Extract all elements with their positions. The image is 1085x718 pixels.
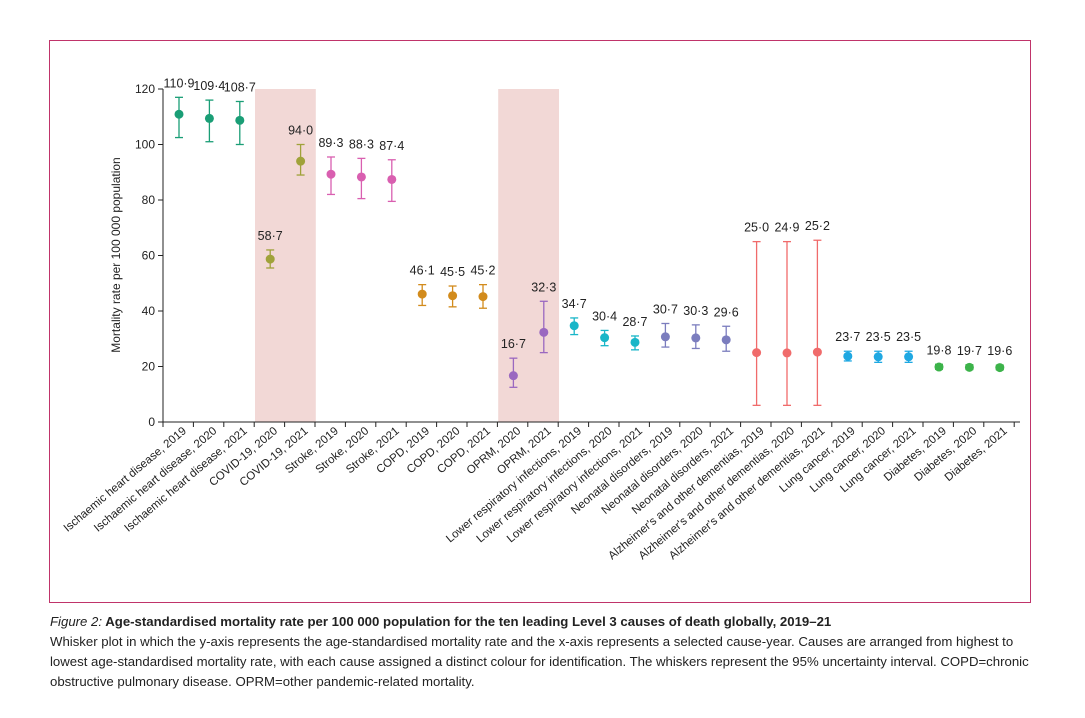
data-point <box>873 352 883 362</box>
data-point <box>356 172 366 182</box>
y-tick-label: 80 <box>142 193 156 207</box>
data-point <box>296 156 306 166</box>
data-label: 94·0 <box>288 124 313 138</box>
data-label: 30·7 <box>653 302 678 316</box>
data-label: 30·4 <box>592 309 617 323</box>
data-label: 32·3 <box>531 280 556 294</box>
data-point <box>752 348 762 358</box>
data-point <box>691 333 701 343</box>
y-tick-label: 0 <box>148 415 155 429</box>
data-label: 30·3 <box>683 304 708 318</box>
x-tick-label: Ischaemic heart disease, 2020 <box>92 425 219 534</box>
y-tick-label: 20 <box>142 360 156 374</box>
y-tick-label: 120 <box>135 82 155 96</box>
shaded-region <box>498 89 559 422</box>
data-point <box>721 335 731 345</box>
data-label: 19·6 <box>987 344 1012 358</box>
data-label: 16·7 <box>501 337 526 351</box>
figure-frame <box>49 40 1031 603</box>
data-point <box>265 254 275 264</box>
data-point <box>934 362 944 372</box>
shaded-region <box>255 89 316 422</box>
data-label: 28·7 <box>622 315 647 329</box>
data-label: 45·2 <box>470 264 495 278</box>
data-point <box>539 327 549 337</box>
data-point <box>478 292 488 302</box>
data-point <box>417 289 427 299</box>
data-label: 23·5 <box>866 330 891 344</box>
data-label: 34·7 <box>562 297 587 311</box>
data-point <box>508 371 518 381</box>
data-point <box>995 363 1005 373</box>
figure-description: Whisker plot in which the y-axis represe… <box>50 634 1029 689</box>
data-point <box>448 291 458 301</box>
data-point <box>235 115 245 125</box>
figure-title: Figure 2: Age-standardised mortality rat… <box>50 612 1050 632</box>
data-label: 23·7 <box>835 330 860 344</box>
data-label: 110·9 <box>163 76 194 90</box>
data-point <box>630 337 640 347</box>
data-label: 19·8 <box>926 343 951 357</box>
figure-label: Figure 2: <box>50 614 103 629</box>
data-label: 109·4 <box>193 79 225 93</box>
data-label: 45·5 <box>440 265 465 279</box>
data-label: 87·4 <box>379 139 404 153</box>
data-point <box>782 348 792 358</box>
data-point <box>569 321 579 331</box>
data-label: 25·2 <box>805 219 830 233</box>
figure-caption: Figure 2: Age-standardised mortality rat… <box>50 612 1050 692</box>
data-point <box>660 332 670 342</box>
data-label: 58·7 <box>258 229 283 243</box>
y-tick-label: 40 <box>142 304 156 318</box>
data-label: 19·7 <box>957 344 982 358</box>
y-tick-label: 60 <box>142 249 156 263</box>
x-tick-label: Ischaemic heart disease, 2021 <box>123 425 250 534</box>
data-label: 89·3 <box>318 136 343 150</box>
data-point <box>812 347 822 357</box>
data-label: 88·3 <box>349 137 374 151</box>
shaded-regions <box>255 89 559 422</box>
data-point <box>326 169 336 179</box>
data-point <box>843 351 853 361</box>
data-point <box>174 109 184 119</box>
data-point <box>600 333 610 343</box>
data-label: 23·5 <box>896 330 921 344</box>
data-label: 29·6 <box>714 305 739 319</box>
x-tick-label: Ischaemic heart disease, 2019 <box>62 425 189 534</box>
data-point <box>904 352 914 362</box>
data-point <box>204 113 214 123</box>
data-point <box>964 362 974 372</box>
data-label: 24·9 <box>774 221 799 235</box>
data-label: 25·0 <box>744 221 769 235</box>
y-tick-label: 100 <box>135 138 155 152</box>
figure-title-text: Age-standardised mortality rate per 100 … <box>105 614 832 629</box>
data-point <box>387 174 397 184</box>
data-label: 108·7 <box>224 80 256 94</box>
data-label: 46·1 <box>410 264 435 278</box>
y-axis-label: Mortality rate per 100 000 population <box>109 157 123 352</box>
